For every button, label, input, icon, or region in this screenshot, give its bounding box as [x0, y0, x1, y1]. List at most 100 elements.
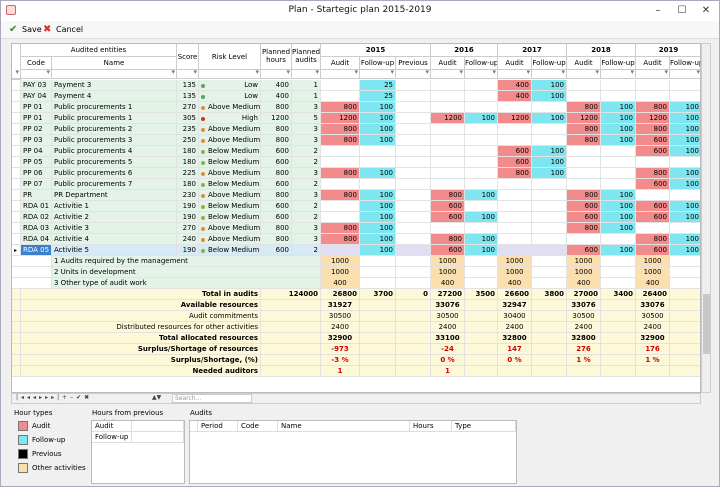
plan-cell-18-a[interactable]: 800	[567, 102, 601, 113]
hours-previous-value[interactable]	[132, 421, 184, 432]
row-indicator[interactable]	[12, 234, 21, 245]
plan-cell-19-f[interactable]	[670, 80, 700, 91]
plan-cell-19-f[interactable]	[670, 157, 700, 168]
plan-cell-17-f[interactable]	[532, 102, 567, 113]
plan-cell-15-p[interactable]	[396, 179, 431, 190]
plan-cell-18-f[interactable]: 100	[601, 124, 636, 135]
row-indicator[interactable]	[12, 223, 21, 234]
plan-cell-16-a[interactable]: 800	[431, 190, 465, 201]
plan-cell-19-f[interactable]: 100	[670, 245, 700, 256]
plan-cell-17-f[interactable]	[532, 124, 567, 135]
plan-cell-18-a[interactable]	[567, 234, 601, 245]
plan-cell-15-a[interactable]	[321, 146, 360, 157]
plan-cell-16-f[interactable]	[465, 223, 498, 234]
row-code[interactable]: PP 02	[21, 124, 52, 135]
plan-cell-18-a[interactable]: 600	[567, 212, 601, 223]
other-activity-name[interactable]: 1 Audits required by the management	[52, 256, 321, 267]
other-activity-name[interactable]: 3 Other type of audit work	[52, 278, 321, 289]
plan-cell-19-a[interactable]: 600	[636, 135, 670, 146]
plan-cell-19-f[interactable]	[670, 190, 700, 201]
plan-cell-15-a[interactable]: 800	[321, 234, 360, 245]
plan-cell-16-f[interactable]: 100	[465, 113, 498, 124]
filter-cell[interactable]	[636, 68, 670, 79]
nav-up-down-icon[interactable]: ▲▼	[152, 394, 162, 401]
plan-cell-16-f[interactable]	[465, 201, 498, 212]
plan-cell-17-f[interactable]: 100	[532, 168, 567, 179]
cancel-button[interactable]: ✖ Cancel	[43, 24, 84, 35]
plan-cell-18-f[interactable]	[601, 234, 636, 245]
search-input[interactable]: Search...	[172, 394, 252, 403]
plan-cell-17-f[interactable]	[532, 135, 567, 146]
filter-cell[interactable]	[321, 68, 360, 79]
plan-cell-18-f[interactable]: 100	[601, 223, 636, 234]
header-planned-hours[interactable]: Planned hours	[261, 44, 292, 70]
plan-cell-17-f[interactable]: 100	[532, 113, 567, 124]
close-window-button[interactable]: ✕	[701, 5, 711, 16]
plan-cell-15-p[interactable]	[396, 157, 431, 168]
plan-cell-16-a[interactable]: 600	[431, 201, 465, 212]
plan-cell-17-f[interactable]	[532, 179, 567, 190]
filter-cell[interactable]	[52, 68, 177, 79]
row-indicator[interactable]	[12, 212, 21, 223]
row-name[interactable]: Payment 4	[52, 91, 177, 102]
other-cell-18[interactable]: 1000	[567, 267, 601, 278]
row-name[interactable]: Public procurements 6	[52, 168, 177, 179]
row-code[interactable]: PAY 03	[21, 80, 52, 91]
hours-previous-row[interactable]: Audit	[92, 421, 132, 432]
plan-cell-15-a[interactable]	[321, 212, 360, 223]
plan-cell-15-f[interactable]: 100	[360, 168, 396, 179]
row-indicator[interactable]	[12, 179, 21, 190]
plan-cell-15-f[interactable]	[360, 179, 396, 190]
row-name[interactable]: PR Department	[52, 190, 177, 201]
plan-cell-15-f[interactable]: 100	[360, 223, 396, 234]
vertical-scrollbar[interactable]	[701, 43, 711, 393]
audits-col-period[interactable]: Period	[198, 421, 238, 432]
plan-cell-18-f[interactable]: 100	[601, 102, 636, 113]
plan-cell-17-a[interactable]: 1200	[498, 113, 532, 124]
plan-cell-18-a[interactable]: 1200	[567, 113, 601, 124]
plan-cell-17-f[interactable]: 100	[532, 146, 567, 157]
plan-cell-15-a[interactable]: 800	[321, 190, 360, 201]
plan-cell-15-f[interactable]: 100	[360, 190, 396, 201]
plan-cell-19-a[interactable]: 600	[636, 179, 670, 190]
plan-cell-18-a[interactable]	[567, 146, 601, 157]
plan-cell-19-f[interactable]	[670, 223, 700, 234]
row-code[interactable]: PP 07	[21, 179, 52, 190]
plan-cell-17-f[interactable]	[532, 223, 567, 234]
row-name[interactable]: Activitie 1	[52, 201, 177, 212]
plan-cell-17-a[interactable]: 400	[498, 80, 532, 91]
plan-cell-19-f[interactable]: 100	[670, 113, 700, 124]
plan-cell-15-p[interactable]	[396, 113, 431, 124]
row-name[interactable]: Activitie 3	[52, 223, 177, 234]
plan-cell-16-f[interactable]	[465, 146, 498, 157]
plan-cell-19-a[interactable]: 1200	[636, 113, 670, 124]
plan-cell-19-f[interactable]: 100	[670, 234, 700, 245]
plan-cell-16-a[interactable]	[431, 80, 465, 91]
filter-cell[interactable]	[532, 68, 567, 79]
plan-cell-16-f[interactable]: 100	[465, 234, 498, 245]
plan-cell-17-a[interactable]	[498, 190, 532, 201]
plan-cell-19-a[interactable]	[636, 157, 670, 168]
plan-cell-17-f[interactable]: 100	[532, 80, 567, 91]
row-indicator[interactable]	[12, 157, 21, 168]
plan-cell-15-p[interactable]	[396, 234, 431, 245]
plan-cell-15-f[interactable]	[360, 157, 396, 168]
row-name[interactable]: Activitie 2	[52, 212, 177, 223]
plan-cell-17-a[interactable]: 600	[498, 146, 532, 157]
plan-cell-19-a[interactable]	[636, 223, 670, 234]
plan-cell-15-p[interactable]	[396, 212, 431, 223]
minimize-button[interactable]: –	[655, 5, 661, 16]
row-name[interactable]: Public procurements 7	[52, 179, 177, 190]
plan-cell-19-f[interactable]	[670, 91, 700, 102]
plan-cell-16-f[interactable]	[465, 157, 498, 168]
plan-cell-16-a[interactable]	[431, 179, 465, 190]
plan-cell-16-f[interactable]	[465, 179, 498, 190]
row-name[interactable]: Public procurements 3	[52, 135, 177, 146]
plan-cell-15-a[interactable]: 800	[321, 135, 360, 146]
plan-cell-16-a[interactable]	[431, 124, 465, 135]
plan-cell-18-f[interactable]	[601, 168, 636, 179]
plan-cell-17-f[interactable]	[532, 234, 567, 245]
plan-cell-15-a[interactable]: 800	[321, 102, 360, 113]
row-name[interactable]: Public procurements 1	[52, 102, 177, 113]
plan-cell-16-f[interactable]	[465, 124, 498, 135]
